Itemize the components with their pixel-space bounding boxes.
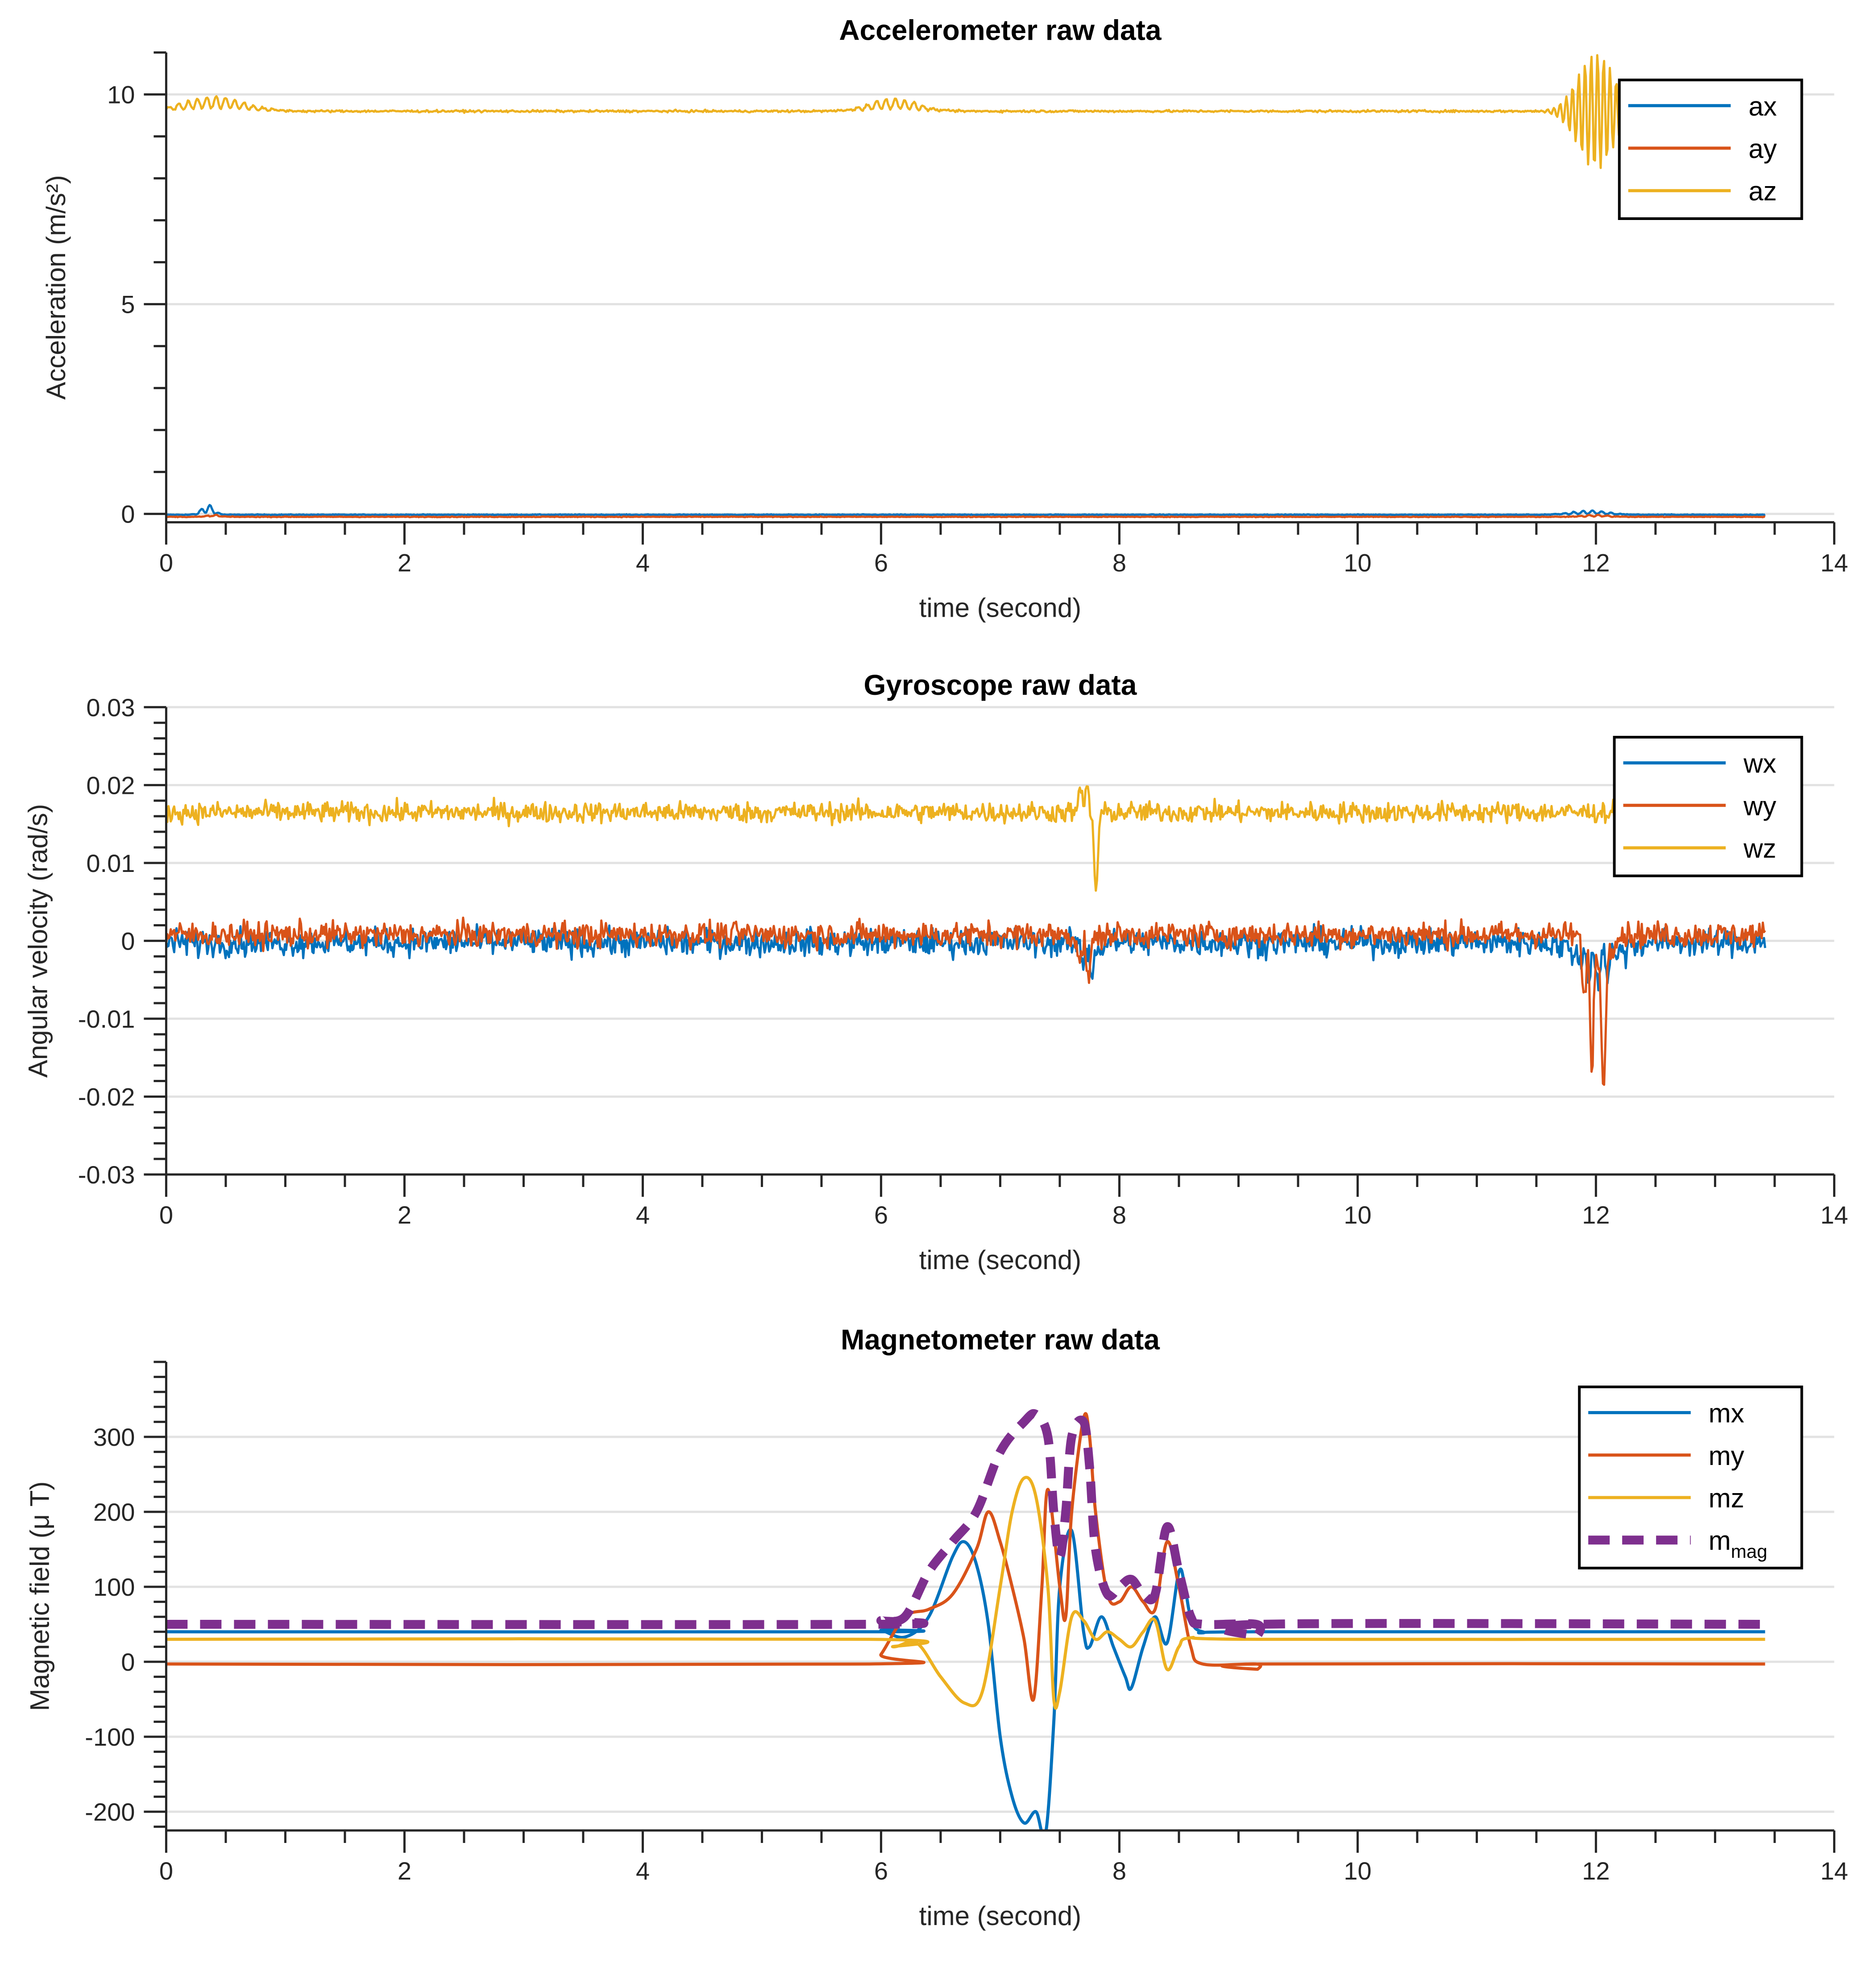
- x-tick-label: 4: [636, 1857, 650, 1885]
- x-tick-label: 4: [636, 1201, 650, 1229]
- x-tick-label: 8: [1112, 548, 1126, 577]
- legend-label: ax: [1748, 91, 1776, 121]
- series-line-wy: [166, 917, 1766, 1086]
- x-tick-label: 0: [159, 1857, 173, 1885]
- x-tick-label: 4: [636, 548, 650, 577]
- series-line-wz: [166, 785, 1766, 892]
- legend-label: wz: [1743, 834, 1776, 863]
- x-tick-label: 10: [1344, 1857, 1371, 1885]
- legend-label: wy: [1743, 791, 1776, 821]
- x-tick-label: 2: [398, 1201, 411, 1229]
- x-tick-label: 14: [1820, 1201, 1848, 1229]
- y-tick-label: 10: [107, 81, 135, 109]
- y-axis-label: Acceleration (m/s²): [41, 175, 71, 399]
- y-axis-label: Angular velocity (rad/s): [23, 804, 53, 1078]
- series-line-m_mag: [166, 1409, 1765, 1640]
- x-tick-label: 10: [1344, 548, 1371, 577]
- x-tick-label: 12: [1582, 548, 1610, 577]
- series-line-ax: [166, 504, 1766, 516]
- y-tick-label: -100: [85, 1723, 135, 1751]
- legend-label: wx: [1743, 749, 1776, 779]
- series-line-my: [166, 1412, 1765, 1702]
- y-tick-label: 5: [121, 290, 135, 319]
- x-tick-label: 8: [1112, 1857, 1126, 1885]
- x-tick-label: 0: [159, 548, 173, 577]
- legend-label: az: [1748, 176, 1776, 206]
- x-tick-label: 14: [1820, 1857, 1848, 1885]
- legend: wx wy wz: [1613, 736, 1803, 877]
- y-tick-label: 100: [93, 1573, 135, 1601]
- x-axis-label: time (second): [919, 1245, 1081, 1275]
- y-tick-label: 0: [121, 1648, 135, 1676]
- y-tick-label: -0.01: [78, 1005, 135, 1033]
- legend-label: mx: [1709, 1398, 1744, 1428]
- y-tick-label: 300: [93, 1423, 135, 1451]
- x-tick-label: 6: [874, 548, 888, 577]
- legend: ax ay az: [1618, 79, 1803, 220]
- x-tick-label: 14: [1820, 548, 1848, 577]
- x-axis-label: time (second): [919, 1901, 1081, 1931]
- y-tick-label: 200: [93, 1498, 135, 1526]
- legend-label: my: [1709, 1441, 1744, 1471]
- x-tick-label: 6: [874, 1857, 888, 1885]
- x-tick-label: 10: [1344, 1201, 1371, 1229]
- x-tick-label: 0: [159, 1201, 173, 1229]
- series-line-mz: [166, 1476, 1765, 1710]
- chart-title: Accelerometer raw data: [839, 14, 1162, 46]
- y-tick-label: 0.03: [86, 693, 135, 722]
- y-tick-label: 0: [121, 927, 135, 955]
- series-line-ay: [166, 514, 1766, 519]
- y-tick-label: 0: [121, 500, 135, 528]
- x-axis-label: time (second): [919, 593, 1081, 622]
- plot-area: [166, 785, 1766, 1086]
- series-line-wx: [166, 923, 1766, 992]
- plot-area: [166, 54, 1766, 519]
- y-tick-label: 0.02: [86, 771, 135, 799]
- y-tick-label: -0.03: [78, 1161, 135, 1189]
- chart-title: Magnetometer raw data: [841, 1324, 1160, 1356]
- y-tick-label: 0.01: [86, 849, 135, 877]
- panel-2: 0 2 4 6 8 10 12 14 -0.03 -0.02 -0.01 0 0.01 0.02 0.03 G…: [23, 669, 1848, 1275]
- chart-title: Gyroscope raw data: [864, 669, 1137, 701]
- x-tick-label: 12: [1582, 1201, 1610, 1229]
- panel-1: 0 2 4 6 8 10 12 14 0 5 10 Accelerometer raw data tim…: [41, 14, 1848, 623]
- legend-label: ay: [1748, 134, 1776, 164]
- x-tick-label: 8: [1112, 1201, 1126, 1229]
- y-tick-label: -200: [85, 1798, 135, 1826]
- panel-3: 0 2 4 6 8 10 12 14 -200 -100 0 100 200 300 Magnetomete…: [25, 1324, 1848, 1931]
- y-tick-label: -0.02: [78, 1083, 135, 1111]
- x-tick-label: 2: [398, 548, 411, 577]
- plot-area: [166, 1409, 1765, 1830]
- x-tick-label: 2: [398, 1857, 411, 1885]
- series-line-az: [166, 54, 1766, 169]
- y-axis-label: Magnetic field (μ T): [25, 1481, 55, 1711]
- legend-label: mz: [1709, 1483, 1744, 1513]
- x-tick-label: 12: [1582, 1857, 1610, 1885]
- x-tick-label: 6: [874, 1201, 888, 1229]
